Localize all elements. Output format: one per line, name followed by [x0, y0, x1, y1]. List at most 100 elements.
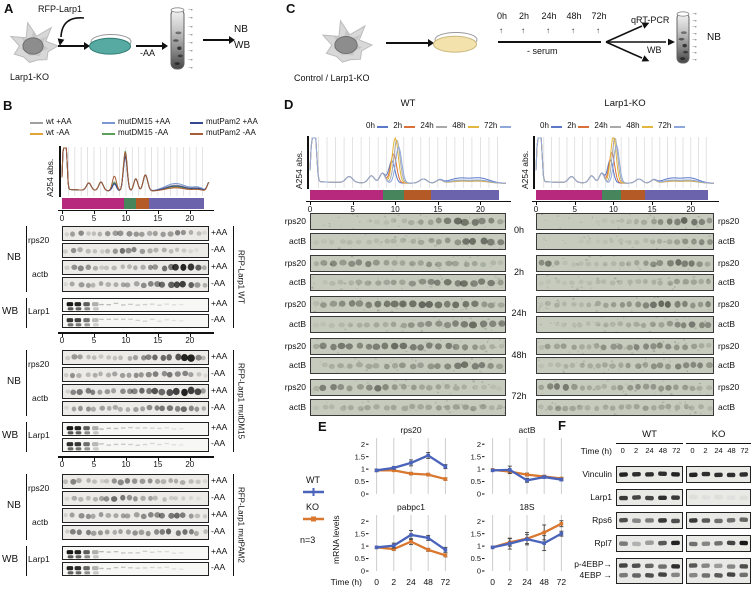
- output-nb-c: NB: [707, 32, 721, 43]
- d-legend-label-ko-2: 24h: [594, 121, 608, 130]
- b-probe-larp1-g0: Larp1: [28, 306, 50, 316]
- b-wb-larp1-plus-g2-bands: [66, 550, 184, 559]
- d-right-probe-actb-2h: actB: [718, 277, 736, 287]
- b-fraction-bar-seg3: [148, 198, 204, 209]
- d-axis-wt-num2: 10: [390, 204, 400, 214]
- f-overline-KO: [686, 443, 751, 445]
- d-left-probe-actb-0h: actB: [288, 235, 306, 246]
- f-ko-Rpl7-bands: [689, 540, 748, 547]
- panel-d-label: D: [284, 97, 294, 112]
- b-axis-2-num4: 20: [185, 460, 195, 469]
- b-axis-1-tick4: [189, 333, 191, 337]
- d-ko-rps20-72h-bands: [538, 380, 713, 395]
- d-legend-swatch-wt-1: [404, 126, 416, 128]
- cell-a-label: Larp1-KO: [10, 72, 50, 82]
- b-axis-1-num4: 20: [185, 336, 195, 345]
- cell-icon-larp1ko: [9, 21, 60, 63]
- d-legend-swatch-ko-3: [642, 126, 653, 128]
- b-cond-g1-4: +AA: [211, 422, 228, 432]
- output-nb-a: NB: [234, 24, 248, 35]
- b-probe-rps20-g1: rps20: [28, 359, 50, 369]
- b-cond-g1-3: -AA: [211, 402, 226, 412]
- e-legend-wt-marker: [303, 488, 324, 496]
- b-axis-1-line: [58, 332, 214, 334]
- b-cond-g0-4: +AA: [211, 298, 228, 308]
- b-wb-larp1-plus-g2: [62, 546, 209, 560]
- d-wt-rps20-24h: [310, 296, 506, 313]
- b-nb-actb-minus-g2-bands: [65, 528, 208, 537]
- d-title-wt: WT: [400, 98, 416, 109]
- b-nb-rps20-plus-g1-bands: [65, 353, 206, 362]
- d-fraction-bar-wt-seg1: [382, 190, 405, 200]
- svg-text:1.5: 1.5: [471, 452, 481, 461]
- d-legend-swatch-ko-0: [551, 126, 563, 128]
- f-wt-Larp1: [616, 489, 683, 506]
- d-ko-rps20-72h: [536, 379, 714, 396]
- fraction-arrow-a-2: →: [187, 22, 194, 30]
- f-row-label-Rpl7: Rpl7: [594, 538, 612, 548]
- d-yaxis-label-wt: A254 abs.: [294, 150, 304, 189]
- b-wb-larp1-minus-g0: [62, 314, 209, 328]
- d-axis-ko-tick2: [613, 202, 615, 206]
- f-wt-Rps6: [616, 512, 683, 529]
- b-cond-g0-0: +AA: [211, 227, 228, 237]
- d-wt-actb-0h-bands: [313, 233, 505, 249]
- b-side-line-g0: [233, 226, 235, 328]
- d-right-probe-rps20-48h: rps20: [718, 340, 740, 351]
- d-ko-actb-72h-bands: [537, 399, 713, 415]
- fraction-arrow-a-6: →: [187, 55, 194, 63]
- d-axis-wt-tick0: [310, 202, 311, 206]
- b-side-label-g1: RFP-Larp1 mutDM15: [236, 362, 246, 440]
- timeline-tick-arrow-3: ↑: [571, 26, 575, 35]
- d-title-ko: Larp1-KO: [604, 98, 646, 109]
- b-wb-bracket-g1: [26, 422, 28, 452]
- b-axis-1-num1: 5: [91, 336, 97, 345]
- legend-b-label-1: wt -AA: [46, 128, 70, 137]
- b-wb-label-g0: WB: [2, 306, 19, 317]
- d-left-probe-actb-72h: actB: [288, 401, 306, 412]
- legend-b-swatch-1: [30, 133, 43, 135]
- f-wt-Vinculin-bands: [619, 471, 680, 477]
- b-nb-rps20-minus-g2-bands: [64, 494, 201, 502]
- output-wb-a: WB: [234, 40, 251, 51]
- d-axis-ko-num0: 0: [533, 204, 539, 214]
- b-nb-rps20-minus-g1: [62, 367, 209, 382]
- b-axis-2-line: [58, 456, 214, 458]
- e-graph-18S: 2 1.5 1 0.5 0: [471, 515, 564, 576]
- legend-b-swatch-4: [190, 122, 203, 124]
- d-legend-swatch-wt-4: [499, 126, 511, 128]
- b-axis-1-tick1: [93, 333, 95, 337]
- b-wb-larp1-plus-g1: [62, 422, 209, 436]
- b-wb-larp1-minus-g2: [62, 562, 209, 576]
- b-nb-bracket-g0: [26, 226, 28, 292]
- b-probe-actb-g0: actb: [32, 269, 49, 279]
- d-fraction-bar-wt-seg3: [430, 190, 500, 200]
- b-nb-actb-plus-g2: [62, 508, 209, 523]
- b-axis-0-tick4: [189, 211, 191, 215]
- d-axis-wt-line: [306, 200, 511, 203]
- e-xtick-18S-0: 0: [490, 577, 495, 587]
- f-wt-Larp1-bands: [619, 495, 680, 501]
- d-left-probe-rps20-24h: rps20: [284, 299, 306, 309]
- b-side-label-g2: RFP-Larp1 mutPAM2: [236, 487, 246, 563]
- arrow-tube-to-output-a: [203, 36, 235, 44]
- cell-c-label: Control / Larp1-KO: [294, 73, 370, 83]
- timeline-label-72h: 72h: [591, 11, 607, 21]
- svg-text:1: 1: [477, 465, 481, 474]
- d-ko-rps20-24h-bands: [537, 297, 711, 312]
- d-legend-label-ko-0: 0h: [540, 121, 549, 130]
- f-time-1-0: 0: [690, 446, 695, 455]
- d-axis-ko-num3: 15: [647, 204, 657, 214]
- d-wt-actb-72h-bands: [313, 399, 505, 414]
- d-fraction-bar-ko-seg2: [621, 190, 646, 200]
- branch-wb-label: WB: [647, 45, 662, 55]
- d-axis-wt-tick4: [480, 202, 482, 206]
- d-right-probe-rps20-0h: rps20: [718, 216, 740, 226]
- timeline-tick-arrow-4: ↑: [596, 26, 600, 35]
- d-axis-ko-line: [532, 200, 719, 203]
- f-ko-Vinculin-bands: [689, 471, 748, 478]
- b-wb-bracket-g0: [26, 298, 28, 328]
- d-axis-ko-tick1: [574, 202, 576, 206]
- b-wb-larp1-plus-g0-bands: [66, 302, 184, 311]
- b-side-label-g0: RFP-Larp1 WT: [236, 250, 246, 304]
